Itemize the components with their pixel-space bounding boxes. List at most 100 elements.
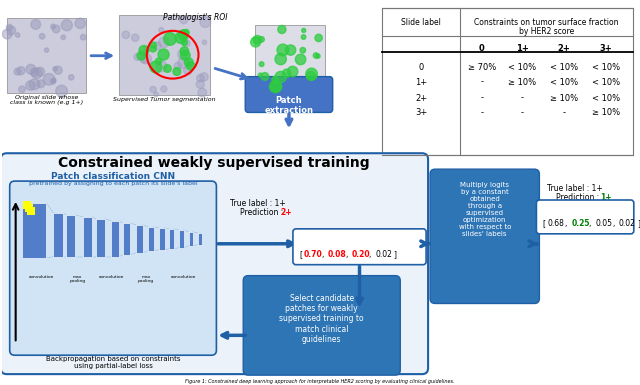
FancyBboxPatch shape — [24, 204, 33, 212]
FancyBboxPatch shape — [179, 230, 184, 248]
Text: 2+: 2+ — [415, 94, 427, 102]
Text: ,: , — [369, 250, 374, 259]
Circle shape — [81, 34, 86, 40]
Circle shape — [301, 28, 306, 32]
Text: ,: , — [346, 250, 350, 259]
Circle shape — [159, 28, 164, 33]
Text: -: - — [563, 109, 566, 117]
Circle shape — [174, 62, 182, 70]
Text: 0: 0 — [479, 44, 484, 53]
Circle shape — [307, 71, 316, 80]
Circle shape — [261, 73, 269, 80]
Circle shape — [44, 48, 49, 52]
Circle shape — [52, 78, 56, 82]
Circle shape — [285, 45, 296, 55]
Circle shape — [141, 54, 152, 64]
FancyBboxPatch shape — [255, 25, 324, 90]
Circle shape — [301, 35, 306, 39]
Circle shape — [56, 85, 67, 97]
Circle shape — [122, 31, 129, 38]
Circle shape — [154, 92, 159, 97]
Circle shape — [271, 81, 282, 92]
Circle shape — [3, 29, 12, 39]
FancyBboxPatch shape — [83, 217, 92, 257]
Circle shape — [178, 57, 189, 69]
Text: by HER2 score: by HER2 score — [519, 27, 574, 36]
Circle shape — [140, 57, 147, 63]
Text: max
pooling: max pooling — [69, 275, 85, 283]
Circle shape — [251, 37, 260, 47]
Circle shape — [200, 73, 208, 81]
Circle shape — [202, 40, 207, 44]
Circle shape — [156, 58, 162, 64]
FancyBboxPatch shape — [67, 215, 76, 257]
Circle shape — [306, 68, 317, 80]
Circle shape — [39, 33, 45, 39]
Text: 0.70: 0.70 — [304, 250, 323, 259]
Circle shape — [198, 88, 207, 97]
FancyBboxPatch shape — [22, 201, 31, 209]
Circle shape — [259, 37, 264, 42]
Text: [: [ — [299, 250, 302, 259]
Circle shape — [6, 24, 12, 30]
Circle shape — [164, 65, 172, 72]
Circle shape — [30, 68, 38, 77]
Circle shape — [316, 54, 320, 58]
Text: Constraints on tumor surface fraction: Constraints on tumor surface fraction — [474, 18, 619, 27]
Circle shape — [259, 73, 262, 77]
Circle shape — [183, 30, 189, 35]
Text: max
pooling: max pooling — [138, 275, 154, 283]
FancyBboxPatch shape — [96, 219, 105, 257]
Circle shape — [29, 79, 40, 90]
FancyBboxPatch shape — [136, 225, 143, 253]
Circle shape — [19, 86, 25, 92]
Circle shape — [180, 47, 189, 55]
Text: ≥ 10%: ≥ 10% — [592, 109, 620, 117]
Circle shape — [68, 75, 74, 80]
Circle shape — [156, 61, 167, 72]
Text: Original slide whose
class is known (e.g 1+): Original slide whose class is known (e.g… — [10, 95, 83, 105]
Circle shape — [272, 77, 278, 83]
Text: < 10%: < 10% — [550, 78, 579, 87]
Circle shape — [164, 33, 177, 45]
Text: Multiply logits
by a constant
obtained
through a
supervised
optimization
with re: Multiply logits by a constant obtained t… — [458, 182, 511, 237]
Text: ≥ 10%: ≥ 10% — [550, 94, 579, 102]
Text: ,: , — [589, 219, 594, 228]
FancyBboxPatch shape — [169, 229, 173, 249]
Text: 3+: 3+ — [415, 109, 428, 117]
FancyBboxPatch shape — [430, 169, 540, 303]
Text: -: - — [480, 78, 483, 87]
Circle shape — [37, 80, 45, 88]
Circle shape — [300, 47, 306, 53]
Circle shape — [178, 50, 188, 59]
Text: 0.02: 0.02 — [619, 219, 636, 228]
FancyBboxPatch shape — [6, 18, 86, 92]
Text: Figure 1: Constrained deep learning approach for interpretable HER2 scoring by e: Figure 1: Constrained deep learning appr… — [185, 379, 454, 384]
Text: 1+: 1+ — [600, 193, 611, 202]
Circle shape — [159, 37, 169, 48]
Circle shape — [134, 54, 141, 60]
Circle shape — [26, 81, 35, 90]
Circle shape — [184, 58, 193, 67]
Circle shape — [161, 86, 167, 92]
Text: ]: ] — [394, 250, 396, 259]
Circle shape — [31, 20, 41, 29]
Circle shape — [144, 46, 150, 52]
FancyBboxPatch shape — [243, 276, 400, 375]
Text: 1+: 1+ — [516, 44, 529, 53]
Text: [: [ — [542, 219, 545, 228]
Circle shape — [150, 42, 157, 48]
Text: Prediction :: Prediction : — [240, 208, 286, 217]
Circle shape — [137, 52, 145, 60]
Circle shape — [182, 39, 190, 47]
Text: Patch
extraction: Patch extraction — [264, 95, 314, 115]
Circle shape — [287, 66, 298, 77]
Circle shape — [75, 18, 86, 28]
Circle shape — [52, 25, 60, 33]
Text: 1+: 1+ — [415, 78, 427, 87]
Text: < 10%: < 10% — [508, 63, 536, 72]
Text: convolution: convolution — [99, 275, 124, 279]
Text: < 10%: < 10% — [592, 63, 620, 72]
Circle shape — [131, 34, 139, 42]
FancyBboxPatch shape — [111, 221, 119, 257]
